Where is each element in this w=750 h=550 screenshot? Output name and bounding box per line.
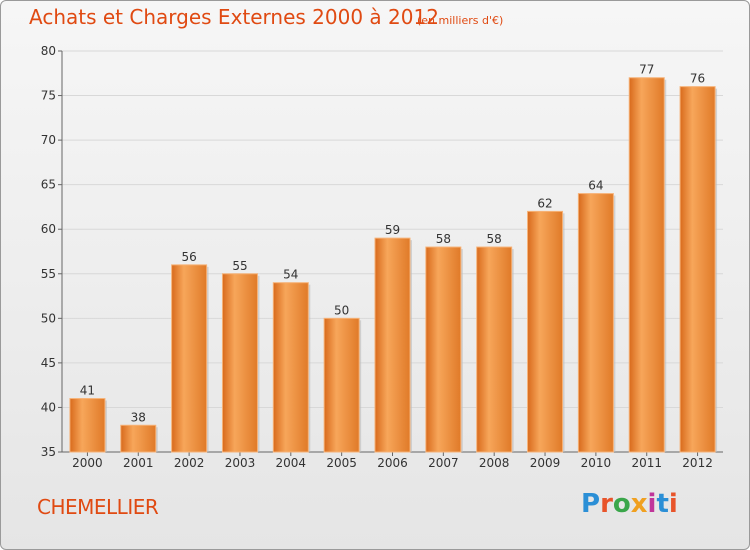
bar [221,273,258,453]
y-tick-label: 40 [41,400,56,414]
bar-value-label: 54 [283,268,298,282]
bar-value-label: 64 [588,179,603,193]
bar [120,424,157,453]
bar-value-label: 58 [436,232,451,246]
bars [69,77,718,453]
logo-letter: i [647,489,657,519]
x-tick-label: 2009 [530,456,561,470]
bar [323,317,360,453]
bar [69,398,106,453]
y-tick-label: 45 [41,356,56,370]
x-tick-label: 2010 [581,456,612,470]
bar [272,282,309,453]
logo-letter: i [668,489,678,519]
bar [628,77,665,453]
bar-value-label: 76 [690,72,705,86]
logo-letter: P [581,489,601,519]
x-tick-label: 2004 [276,456,307,470]
y-tick-label: 65 [41,178,56,192]
x-tick-label: 2012 [682,456,713,470]
y-tick-label: 80 [41,44,56,58]
proxiti-logo: Proxiti [581,489,678,519]
labels: 35 40 45 50 55 60 65 70 75 80 41 2000 38 2001 56 2002 55… [41,44,713,470]
logo-letter: o [612,489,631,519]
bar-value-label: 59 [385,223,400,237]
logo-letter: r [600,489,613,519]
bar-value-label: 58 [487,232,502,246]
bar-chart: 35 40 45 50 55 60 65 70 75 80 41 2000 38 2001 56 2002 55… [41,44,723,470]
bar [374,237,411,453]
bar-value-label: 77 [639,63,654,77]
x-tick-label: 2001 [123,456,154,470]
commune-name: CHEMELLIER [37,495,159,519]
x-tick-label: 2000 [72,456,103,470]
bar [476,246,513,453]
bar [679,86,716,453]
y-tick-label: 50 [41,311,56,325]
bar [425,246,462,453]
logo-letter: t [656,489,669,519]
x-tick-label: 2008 [479,456,510,470]
y-tick-label: 35 [41,445,56,459]
x-tick-label: 2011 [631,456,662,470]
logo-letter: x [630,489,648,519]
chart-title: Achats et Charges Externes 2000 à 2012 [29,5,439,29]
bar [577,193,614,453]
x-tick-label: 2002 [174,456,205,470]
x-tick-label: 2003 [225,456,256,470]
y-tick-label: 75 [41,89,56,103]
x-tick-label: 2007 [428,456,459,470]
x-tick-label: 2005 [326,456,357,470]
bar [527,210,564,453]
bar [171,264,208,453]
bar-value-label: 55 [232,259,247,273]
bar-value-label: 50 [334,303,349,317]
bar-value-label: 56 [181,250,196,264]
bar-value-label: 41 [80,384,95,398]
chart-subtitle: (en milliers d'€) [417,14,504,27]
bar-value-label: 62 [537,196,552,210]
y-tick-label: 60 [41,222,56,236]
x-tick-label: 2006 [377,456,408,470]
y-tick-label: 70 [41,133,56,147]
bar-value-label: 38 [131,410,146,424]
y-tick-label: 55 [41,267,56,281]
